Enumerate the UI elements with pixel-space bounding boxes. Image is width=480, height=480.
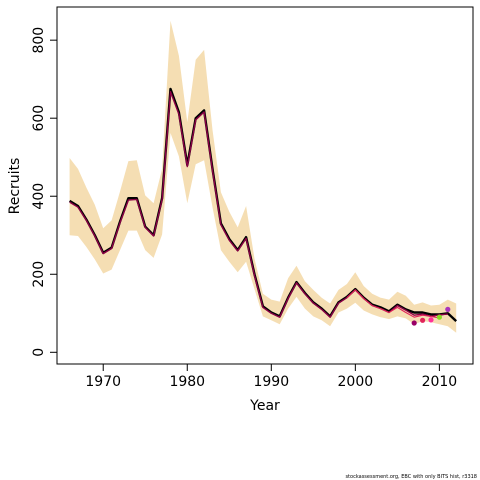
y-tick-label-0: 0 [31,348,47,357]
series-line-3 [346,289,440,319]
x-tick-label-2010: 2010 [422,374,458,390]
plot-frame [56,6,474,365]
confidence-band [69,20,457,333]
y-axis: 0 200 400 600 800 [31,27,57,357]
x-axis-title: Year [249,398,280,414]
data-point-5 [445,306,451,312]
data-point-4 [436,314,442,320]
data-point-1 [411,320,417,326]
series-layer [68,87,458,322]
confidence-band-layer [69,20,457,333]
y-tick-label-800: 800 [31,27,47,54]
data-point-3 [428,317,434,323]
points-layer [411,306,451,326]
footnote: stockassessment.org, EBC with only BITS … [345,474,477,480]
x-tick-label-1980: 1980 [169,374,205,390]
x-tick-label-1990: 1990 [253,374,289,390]
y-axis-title: Recruits [7,158,23,215]
y-tick-label-400: 400 [31,183,47,210]
y-tick-label-600: 600 [31,105,47,132]
x-axis: 1970 1980 1990 2000 2010 [85,364,457,390]
x-tick-label-2000: 2000 [338,374,374,390]
data-point-2 [420,317,426,323]
x-tick-label-1970: 1970 [85,374,121,390]
y-tick-label-200: 200 [31,261,47,288]
